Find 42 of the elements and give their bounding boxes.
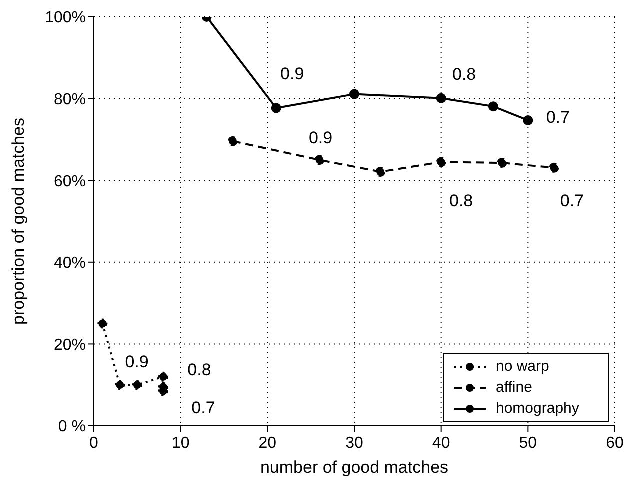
point xyxy=(132,380,142,390)
y-axis-title: proportion of good matches xyxy=(9,118,28,325)
y-tick-label: 80% xyxy=(54,91,86,108)
point xyxy=(314,155,325,166)
legend-label: no warp xyxy=(496,358,550,375)
point xyxy=(436,93,446,104)
point xyxy=(523,115,534,126)
annotation: 0.7 xyxy=(192,398,216,418)
annotation: 0.9 xyxy=(308,128,333,148)
y-tick-label: 100% xyxy=(45,10,86,27)
annotation: 0.9 xyxy=(280,64,304,84)
x-tick-label: 0 xyxy=(90,435,99,452)
x-tick-label: 50 xyxy=(519,435,538,452)
x-tick-label: 30 xyxy=(346,435,364,452)
point xyxy=(271,103,282,114)
y-tick-label: 60% xyxy=(54,173,86,190)
annotation: 0.7 xyxy=(546,108,570,127)
point xyxy=(497,158,508,168)
point xyxy=(350,89,360,100)
point xyxy=(158,372,168,382)
point xyxy=(376,167,386,178)
x-tick-label: 20 xyxy=(258,435,277,452)
y-tick-label: 20% xyxy=(54,336,86,354)
y-tick-label: 40% xyxy=(54,255,86,272)
annotation: 0.9 xyxy=(125,352,149,372)
legend-label: homography xyxy=(496,400,580,417)
y-tick-label: 0 % xyxy=(58,418,86,436)
annotation: 0.8 xyxy=(452,64,476,84)
point xyxy=(549,162,560,173)
annotation: 0.8 xyxy=(450,192,474,211)
point xyxy=(228,136,238,146)
x-axis-title: number of good matches xyxy=(260,458,449,477)
point xyxy=(115,380,126,390)
annotation: 0.8 xyxy=(188,360,212,380)
x-tick-label: 60 xyxy=(606,435,624,452)
point xyxy=(488,102,498,112)
annotation: 0.7 xyxy=(560,191,584,210)
point xyxy=(436,157,446,168)
x-tick-label: 40 xyxy=(432,435,450,452)
point xyxy=(98,318,108,329)
x-tick-label: 10 xyxy=(172,435,190,452)
legend-label: affine xyxy=(496,379,532,396)
